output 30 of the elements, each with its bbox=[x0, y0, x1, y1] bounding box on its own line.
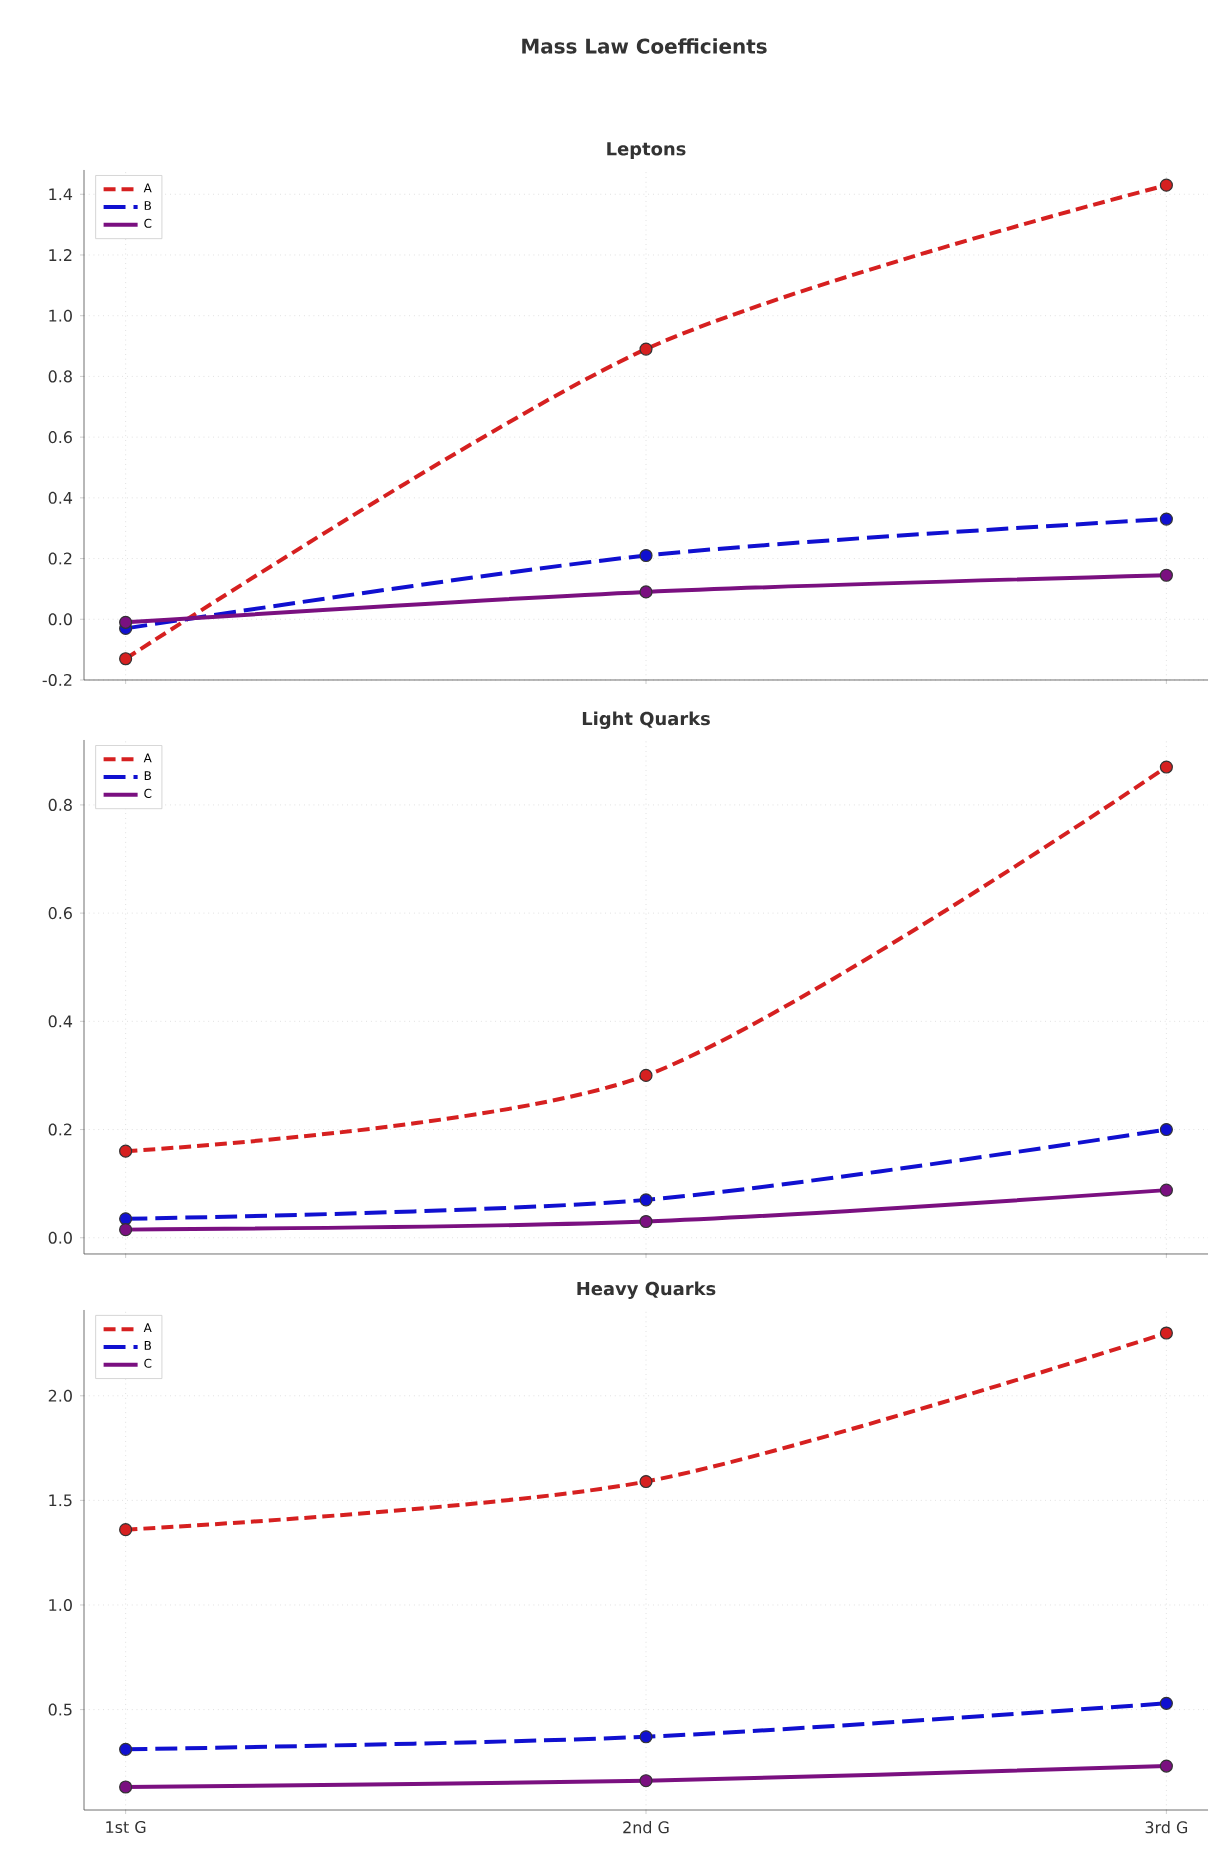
point bbox=[1159, 760, 1173, 774]
point bbox=[119, 1212, 133, 1226]
point bbox=[119, 1223, 133, 1237]
point bbox=[119, 1742, 133, 1756]
point bbox=[1159, 512, 1173, 526]
point bbox=[1159, 1326, 1173, 1340]
point bbox=[119, 1523, 133, 1537]
chart-title: Mass Law Coefficients bbox=[522, 38, 767, 54]
point bbox=[119, 652, 133, 666]
point bbox=[639, 342, 653, 356]
point bbox=[1159, 1696, 1173, 1710]
point bbox=[1159, 1759, 1173, 1773]
point bbox=[639, 1193, 653, 1207]
point bbox=[639, 1474, 653, 1489]
point bbox=[639, 548, 653, 563]
point bbox=[639, 1730, 653, 1744]
point bbox=[1159, 1183, 1173, 1197]
point bbox=[1159, 178, 1173, 192]
point bbox=[639, 585, 653, 599]
point bbox=[639, 1214, 653, 1229]
chart-title: Light Quarks bbox=[582, 711, 710, 729]
point bbox=[119, 615, 133, 629]
chart-subtitle: Leptons bbox=[607, 142, 686, 159]
point bbox=[119, 1780, 133, 1794]
point bbox=[639, 1774, 653, 1788]
chart-title: Heavy Quarks bbox=[577, 1281, 716, 1299]
point bbox=[1159, 568, 1173, 582]
point bbox=[639, 1068, 653, 1083]
point bbox=[119, 1144, 133, 1158]
point bbox=[1159, 1122, 1173, 1137]
